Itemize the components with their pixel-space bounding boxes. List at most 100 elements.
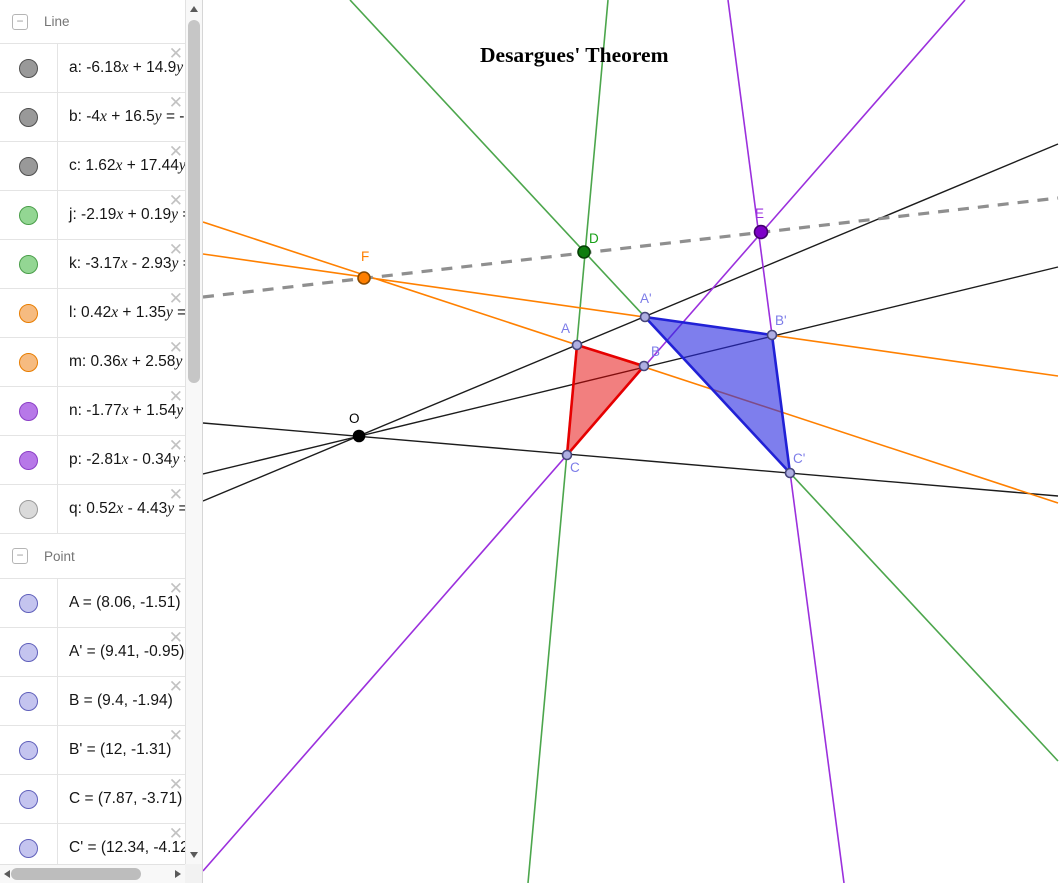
visibility-toggle-n[interactable]	[19, 401, 38, 421]
swatch-cell	[0, 191, 58, 239]
collapse-point-section-button[interactable]: −	[12, 548, 28, 564]
delete-B'-icon[interactable]: ✕	[168, 726, 183, 745]
algebra-row-m: m: 0.36x + 2.58y = ✕	[0, 337, 185, 386]
visibility-toggle-B'[interactable]	[19, 740, 38, 760]
algebra-row-A': A' = (9.41, -0.95) ✕	[0, 627, 185, 676]
triangle-A'B'C'[interactable]	[643, 315, 792, 475]
visibility-toggle-A[interactable]	[19, 593, 38, 613]
scroll-up-arrow-icon[interactable]	[190, 6, 198, 12]
visibility-toggle-m[interactable]	[19, 352, 38, 372]
graphics-canvas[interactable]: O F D E A B C A' B' C'	[203, 0, 1059, 883]
definition-a[interactable]: a: -6.18x + 14.9y =	[69, 59, 184, 76]
visibility-toggle-q[interactable]	[19, 499, 38, 519]
definition-b[interactable]: b: -4x + 16.5y = -6	[69, 108, 185, 125]
sidebar-horizontal-scrollbar[interactable]	[0, 864, 185, 883]
scroll-right-arrow-icon[interactable]	[175, 870, 181, 878]
definition-cell: l: 0.42x + 1.35y = 1✕	[58, 289, 185, 337]
definition-j[interactable]: j: -2.19x + 0.19y =	[69, 206, 185, 223]
delete-A'-icon[interactable]: ✕	[168, 628, 183, 647]
definition-l[interactable]: l: 0.42x + 1.35y = 1	[69, 304, 185, 321]
visibility-toggle-c[interactable]	[19, 156, 38, 176]
algebra-row-B: B = (9.4, -1.94) ✕	[0, 676, 185, 725]
visibility-toggle-p[interactable]	[19, 450, 38, 470]
visibility-toggle-k[interactable]	[19, 254, 38, 274]
collapse-line-section-button[interactable]: −	[12, 13, 28, 30]
definition-C'[interactable]: C' = (12.34, -4.12)	[69, 839, 185, 856]
definition-cell: C' = (12.34, -4.12) ✕	[58, 824, 185, 864]
delete-A-icon[interactable]: ✕	[168, 579, 183, 598]
definition-cell: B' = (12, -1.31) ✕	[58, 726, 185, 774]
canvas-title: Desargues' Theorem	[480, 43, 669, 67]
swatch-cell	[0, 677, 58, 725]
scroll-down-arrow-icon[interactable]	[190, 852, 198, 858]
point-B'[interactable]	[766, 329, 778, 341]
delete-n-icon[interactable]: ✕	[168, 387, 183, 406]
point-B[interactable]	[638, 360, 650, 372]
definition-A'[interactable]: A' = (9.41, -0.95)	[69, 643, 185, 660]
swatch-cell	[0, 142, 58, 190]
line-q[interactable]	[203, 196, 1059, 299]
line-m[interactable]	[203, 253, 1059, 377]
definition-B'[interactable]: B' = (12, -1.31)	[69, 741, 172, 758]
definition-c[interactable]: c: 1.62x + 17.44y =	[69, 157, 185, 174]
delete-q-icon[interactable]: ✕	[168, 485, 183, 504]
definition-cell: A' = (9.41, -0.95) ✕	[58, 628, 185, 676]
point-O[interactable]	[352, 429, 366, 443]
swatch-cell	[0, 628, 58, 676]
swatch-cell	[0, 289, 58, 337]
definition-n[interactable]: n: -1.77x + 1.54y =	[69, 402, 184, 419]
delete-l-icon[interactable]: ✕	[168, 289, 183, 308]
sidebar-vertical-scrollbar[interactable]	[185, 0, 202, 864]
scroll-left-arrow-icon[interactable]	[4, 870, 10, 878]
delete-C-icon[interactable]: ✕	[168, 775, 183, 794]
line-c[interactable]	[203, 422, 1059, 497]
delete-c-icon[interactable]: ✕	[168, 142, 183, 161]
visibility-toggle-A'[interactable]	[19, 642, 38, 662]
section-label: Point	[44, 548, 75, 564]
definition-cell: k: -3.17x - 2.93y = ✕	[58, 240, 185, 288]
visibility-toggle-l[interactable]	[19, 303, 38, 323]
algebra-row-c: c: 1.62x + 17.44y = ✕	[0, 141, 185, 190]
delete-m-icon[interactable]: ✕	[168, 338, 183, 357]
visibility-toggle-a[interactable]	[19, 58, 38, 78]
definition-cell: C = (7.87, -3.71) ✕	[58, 775, 185, 823]
delete-p-icon[interactable]: ✕	[168, 436, 183, 455]
definition-p[interactable]: p: -2.81x - 0.34y =	[69, 451, 185, 468]
delete-a-icon[interactable]: ✕	[168, 44, 183, 63]
point-D[interactable]	[577, 245, 591, 259]
point-C[interactable]	[561, 449, 573, 461]
point-F[interactable]	[357, 271, 371, 285]
definition-q[interactable]: q: 0.52x - 4.43y = 2	[69, 500, 185, 517]
point-C'[interactable]	[784, 467, 796, 479]
visibility-toggle-C[interactable]	[19, 789, 38, 809]
delete-C'-icon[interactable]: ✕	[168, 824, 183, 843]
delete-k-icon[interactable]: ✕	[168, 240, 183, 259]
point-A'[interactable]	[639, 311, 651, 323]
visibility-toggle-B[interactable]	[19, 691, 38, 711]
triangle-ABC[interactable]	[565, 343, 646, 457]
swatch-cell	[0, 726, 58, 774]
definition-k[interactable]: k: -3.17x - 2.93y =	[69, 255, 185, 272]
horizontal-scrollbar-thumb[interactable]	[11, 868, 141, 880]
point-E[interactable]	[753, 224, 769, 240]
visibility-toggle-b[interactable]	[19, 107, 38, 127]
visibility-toggle-C'[interactable]	[19, 838, 38, 858]
swatch-cell	[0, 44, 58, 92]
graphics-view[interactable]: O F D E A B C A' B' C' Desargues' Theorem	[202, 0, 1059, 883]
visibility-toggle-j[interactable]	[19, 205, 38, 225]
definition-A[interactable]: A = (8.06, -1.51)	[69, 594, 181, 611]
algebra-row-B': B' = (12, -1.31) ✕	[0, 725, 185, 774]
definition-B[interactable]: B = (9.4, -1.94)	[69, 692, 173, 709]
swatch-cell	[0, 387, 58, 435]
definition-C[interactable]: C = (7.87, -3.71)	[69, 790, 183, 807]
vertical-scrollbar-thumb[interactable]	[188, 20, 200, 383]
definition-cell: p: -2.81x - 0.34y = ✕	[58, 436, 185, 484]
delete-j-icon[interactable]: ✕	[168, 191, 183, 210]
delete-b-icon[interactable]: ✕	[168, 93, 183, 112]
delete-B-icon[interactable]: ✕	[168, 677, 183, 696]
definition-m[interactable]: m: 0.36x + 2.58y =	[69, 353, 183, 370]
label-O: O	[349, 411, 360, 426]
line-a[interactable]	[203, 143, 1059, 502]
point-A[interactable]	[571, 339, 583, 351]
